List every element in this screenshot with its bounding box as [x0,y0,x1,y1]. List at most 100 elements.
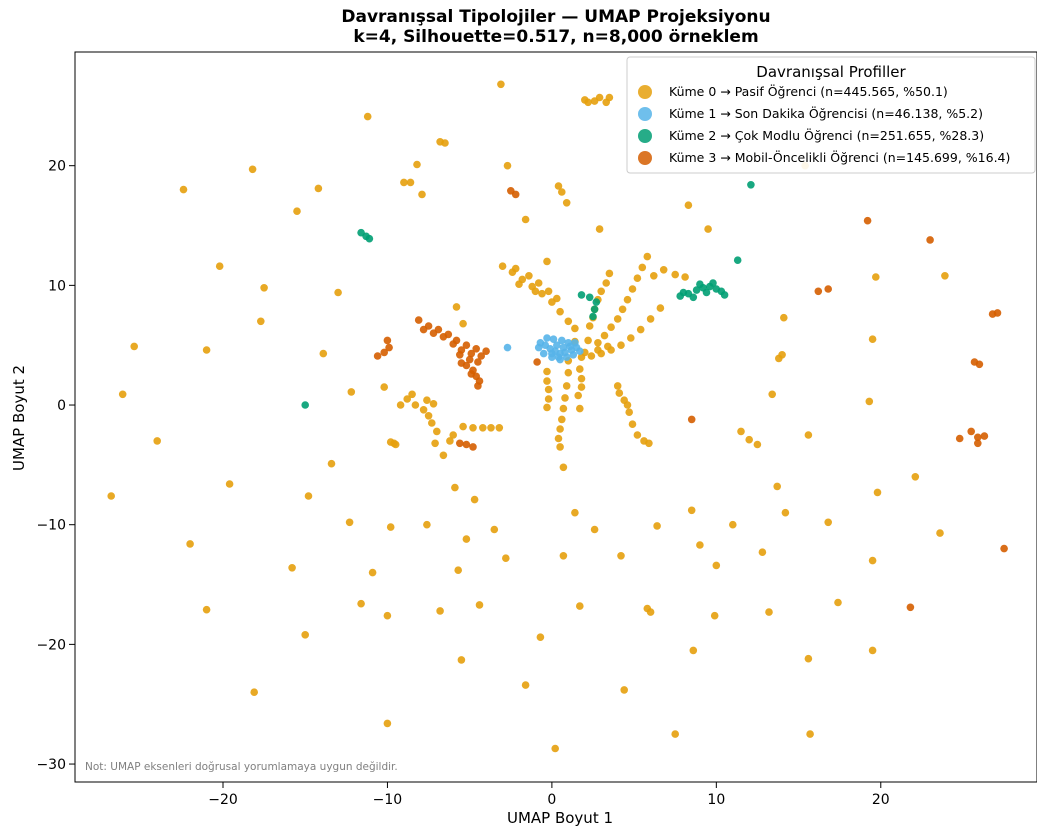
plot-frame [74,51,1037,783]
data-point [503,161,512,170]
data-point [585,322,594,330]
data-point [679,288,688,297]
series-0 [107,80,949,753]
data-point [503,343,512,352]
data-point [804,654,813,663]
data-point [469,443,477,451]
data-point [457,656,466,664]
data-point [636,325,645,334]
data-point [625,408,633,417]
data-point [433,427,441,436]
data-point [628,285,637,293]
x-tick-label: 0 [547,792,556,808]
data-point [260,284,268,292]
legend-marker [638,107,652,121]
data-point [562,382,571,390]
legend-entry-label: Küme 0 → Pasif Öğrenci (n=445.565, %50.1… [669,83,948,99]
data-point [452,303,461,311]
data-point [590,97,599,105]
data-point [396,401,405,409]
data-point [643,252,652,261]
data-point [474,382,482,390]
data-point [556,443,564,451]
data-point [868,556,877,565]
data-point [936,529,944,537]
data-point [577,383,586,391]
data-point [559,343,568,352]
data-point [633,431,642,439]
data-point [613,315,622,323]
data-point [745,435,753,444]
data-point [872,273,880,281]
data-point [465,355,474,364]
data-point [543,257,551,266]
data-point [301,631,310,639]
data-point [497,80,505,89]
data-point [462,440,471,449]
data-point [459,422,467,431]
data-point [521,215,530,224]
data-point [130,342,138,351]
data-point [365,234,374,243]
data-point [467,370,476,378]
data-point [459,319,467,328]
data-point [737,427,745,436]
data-point [403,395,412,403]
data-point [449,340,458,348]
data-point [646,315,655,323]
data-point [225,480,234,488]
legend-entry-label: Küme 2 → Çok Modlu Öğrenci (n=251.655, %… [669,127,984,143]
data-point [428,419,436,427]
data-point [511,264,520,273]
data-point [974,439,982,448]
data-point [747,181,755,189]
data-point [419,406,428,414]
data-point [617,552,625,560]
y-axis: −30 −20 −10 0 10 20 [36,159,75,773]
data-point [710,611,719,620]
data-point [558,188,566,196]
data-point [479,424,487,432]
data-point [521,681,530,689]
data-point [386,523,395,531]
data-point [441,139,449,147]
data-point [605,269,614,278]
data-point [179,185,188,194]
data-point [288,564,296,572]
x-tick-label: 20 [872,792,890,808]
data-point [533,358,541,366]
data-point [553,341,561,350]
data-point [451,483,459,492]
data-point [419,325,428,334]
data-point [590,525,599,534]
data-point [773,482,781,491]
data-point [462,535,471,543]
data-point [383,336,392,345]
y-tick-label: 20 [48,159,66,175]
data-point [319,349,328,358]
data-point [873,488,882,497]
data-point [571,508,579,517]
data-point [615,389,624,397]
data-point [926,236,934,244]
data-point [620,686,628,694]
data-point [406,178,415,187]
legend-entry-label: Küme 3 → Mobil-Öncelikli Öğrenci (n=145.… [669,149,1010,165]
data-point [863,216,872,225]
data-point [623,295,632,304]
data-point [543,403,551,412]
data-point [559,552,568,560]
data-point [974,433,982,442]
data-point [456,351,464,359]
data-point [689,646,698,655]
data-point [595,225,604,233]
data-point [477,352,486,360]
data-point [539,349,548,358]
data-point [548,349,556,358]
data-point [556,425,564,433]
x-tick-label: −10 [373,792,403,808]
data-point [347,388,356,396]
data-point [472,345,481,353]
data-point [659,266,668,274]
legend-box [626,56,1036,174]
